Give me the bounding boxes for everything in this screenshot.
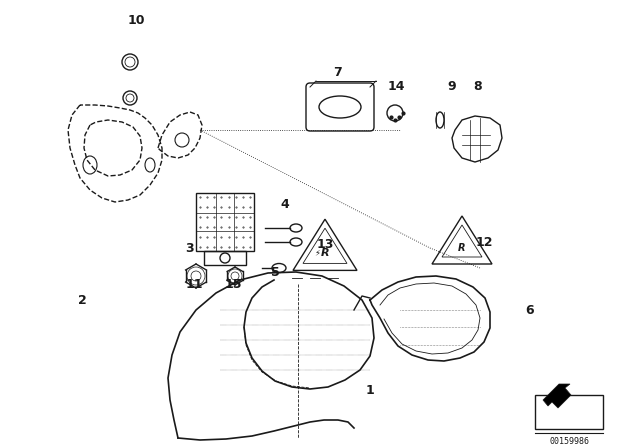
Bar — [204, 251, 246, 265]
Text: 12: 12 — [476, 236, 493, 249]
Text: 3: 3 — [185, 241, 193, 254]
Text: 9: 9 — [448, 81, 456, 94]
Text: 8: 8 — [474, 81, 483, 94]
Text: 15: 15 — [224, 279, 242, 292]
Text: ⚡: ⚡ — [314, 249, 320, 258]
Bar — [535, 395, 603, 429]
Text: 5: 5 — [271, 266, 280, 279]
Text: 13: 13 — [316, 238, 333, 251]
Text: 10: 10 — [127, 13, 145, 26]
Text: R: R — [458, 243, 466, 253]
Text: R: R — [321, 248, 330, 258]
Polygon shape — [543, 384, 571, 408]
Text: 2: 2 — [77, 293, 86, 306]
Text: 1: 1 — [365, 383, 374, 396]
Text: 11: 11 — [185, 279, 203, 292]
Text: 7: 7 — [333, 65, 342, 78]
Text: 4: 4 — [280, 198, 289, 211]
Text: 14: 14 — [387, 81, 404, 94]
Text: 6: 6 — [525, 303, 534, 316]
Bar — [196, 193, 254, 251]
Text: 00159986: 00159986 — [549, 436, 589, 445]
